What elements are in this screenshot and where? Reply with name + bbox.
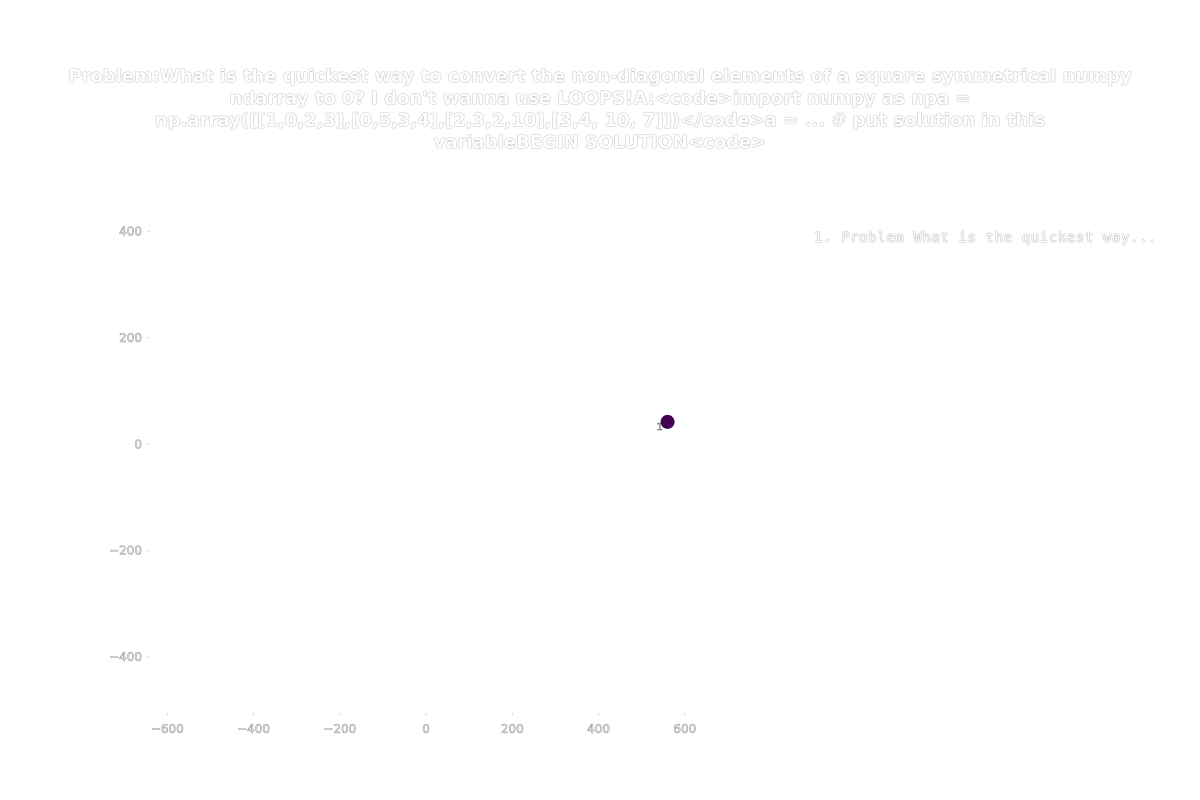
data-point bbox=[660, 414, 675, 429]
plot-axes: −600 −400 −200 0 200 400 600 −400 −200 0 200 400 bbox=[109, 224, 716, 736]
x-tick-label: 600 bbox=[673, 722, 696, 736]
frame-corner bbox=[149, 224, 151, 226]
legend: 1. Problem What is the quickest way... bbox=[814, 230, 1198, 246]
x-tick-label: −600 bbox=[151, 722, 184, 736]
chart-title-line-4: variableBEGIN SOLUTION<code> bbox=[433, 132, 767, 153]
plot-marks: 1 bbox=[656, 414, 675, 433]
chart-title-line-1: Problem:What is the quickest way to conv… bbox=[68, 66, 1132, 87]
legend-entry: 1. Problem What is the quickest way... bbox=[814, 230, 1158, 246]
data-point-label: 1 bbox=[656, 422, 662, 433]
chart-title-line-3: np.array([[1,0,2,3],[0,5,3,4],[2,3,2,10]… bbox=[154, 110, 1046, 131]
y-tick-label: 0 bbox=[134, 437, 142, 451]
frame-corner bbox=[149, 712, 151, 714]
x-tick-label: 200 bbox=[501, 722, 524, 736]
x-tick-label: −200 bbox=[323, 722, 356, 736]
y-tick-label: 400 bbox=[119, 224, 142, 238]
frame-corner bbox=[714, 224, 716, 226]
x-tick-label: −400 bbox=[237, 722, 270, 736]
y-tick-label: 200 bbox=[119, 331, 142, 345]
x-tick-label: 0 bbox=[422, 722, 430, 736]
x-tick-label: 400 bbox=[587, 722, 610, 736]
chart-title-line-2: ndarray to 0? I don't wanna use LOOPS!A:… bbox=[229, 88, 971, 109]
y-tick-label: −200 bbox=[109, 544, 142, 558]
y-tick-label: −400 bbox=[109, 650, 142, 664]
frame-corner bbox=[714, 712, 716, 714]
